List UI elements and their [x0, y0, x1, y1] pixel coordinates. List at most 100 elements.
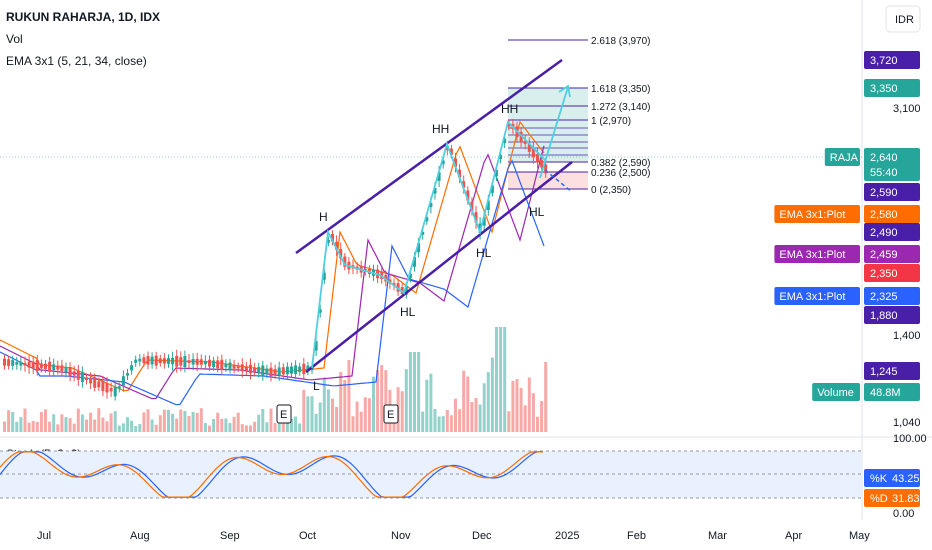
candle-body: [80, 372, 84, 382]
price-tag-box: [864, 51, 920, 69]
earnings-marker-1[interactable]: [276, 404, 292, 424]
candle-body: [109, 387, 113, 392]
volume-bar: [44, 409, 47, 432]
volume-bar: [470, 402, 474, 432]
volume-bar: [445, 409, 449, 432]
volume-bar: [208, 425, 211, 432]
candle-body: [470, 201, 474, 211]
candle-body: [138, 358, 142, 362]
volume-bar: [220, 418, 224, 432]
volume-bar: [495, 327, 498, 432]
candle-body: [404, 285, 408, 295]
volume-bar: [290, 418, 293, 432]
price-tag-box: [864, 148, 920, 166]
candle-body: [339, 248, 343, 259]
candle-body: [154, 355, 158, 366]
price-tag-label: Volume: [817, 387, 854, 399]
price-tag-box: [864, 264, 920, 282]
label-hh-2: HH: [501, 102, 518, 116]
price-tag-value: 55:40: [870, 167, 898, 179]
volume-bar: [527, 377, 531, 432]
candle-body: [421, 231, 425, 235]
candle-body: [290, 366, 293, 374]
volume-bar: [253, 421, 257, 432]
zigzag-line[interactable]: [311, 120, 546, 369]
candle-body: [64, 367, 68, 373]
candle-body: [302, 363, 306, 375]
stoch-tag-box: [864, 469, 920, 487]
volume-bar: [335, 406, 339, 432]
candle-body: [150, 356, 154, 365]
channel-upper-line[interactable]: [295, 58, 563, 255]
candle-body: [52, 364, 56, 371]
volume-bar: [60, 414, 64, 432]
candle-body: [97, 381, 101, 388]
candle-body: [531, 148, 535, 158]
volume-bar: [474, 398, 478, 432]
volume-bar: [421, 411, 425, 432]
target-arrow-line[interactable]: [539, 86, 569, 179]
candle-body: [294, 365, 298, 375]
x-tick-label: Jul: [37, 530, 51, 542]
fib-level-label: 1.618 (3,350): [591, 84, 651, 95]
volume-bar: [240, 424, 244, 432]
candle-body: [130, 365, 134, 371]
earnings-marker-2-label: E: [387, 409, 394, 421]
volume-bar: [408, 352, 412, 432]
candle-body: [76, 370, 80, 380]
candle-body: [134, 359, 138, 363]
candle-body: [490, 185, 494, 193]
ema-legend[interactable]: EMA 3x1 (5, 21, 34, close): [6, 54, 147, 68]
fib-level-label: 0.236 (2,500): [591, 168, 651, 179]
volume-bar: [503, 327, 507, 432]
volume-bar: [499, 327, 503, 432]
channel-lower-line[interactable]: [305, 161, 573, 373]
currency-button[interactable]: [885, 5, 921, 33]
candle-body: [23, 362, 27, 366]
price-tag-label-box: [774, 245, 860, 263]
price-tag-label: EMA 3x1:Plot: [779, 249, 845, 261]
price-tags: 3,720 3,350 RAJA 2,640 55:40 2,590 EMA 3x1:Plo…: [774, 51, 920, 507]
volume-bar: [417, 352, 421, 432]
candle-body: [240, 364, 244, 372]
candle-body: [253, 367, 257, 372]
candle-body: [499, 154, 503, 160]
volume-bar: [244, 425, 248, 432]
volume-bar: [109, 413, 113, 432]
candle-body: [39, 363, 43, 369]
volume-bar: [367, 398, 371, 432]
candle-body: [486, 200, 490, 210]
candle-body: [85, 377, 88, 381]
volume-bar: [138, 424, 142, 432]
fib-level-label: 2.618 (3,970): [591, 36, 651, 47]
volume-bars: [3, 327, 548, 432]
volume-bar: [39, 412, 43, 432]
candle-body: [158, 358, 162, 364]
candle-body: [228, 362, 232, 370]
volume-bar: [105, 421, 109, 432]
candle-body: [224, 363, 228, 368]
volume-bar: [23, 408, 27, 432]
volume-bar: [179, 409, 183, 432]
stoch-tag-box: [864, 489, 920, 507]
symbol-title: RUKUN RAHARJA, 1D, IDX: [6, 10, 161, 24]
price-tick-3100: 3,100: [893, 103, 921, 115]
candle-body: [343, 256, 347, 267]
candle-body: [441, 160, 445, 165]
time-axis[interactable]: Jul Aug Sep Oct Nov Dec 2025 Feb Mar Apr May: [37, 530, 870, 542]
x-tick-label: Dec: [472, 530, 492, 542]
x-tick-label: Nov: [391, 530, 411, 542]
candle-body: [540, 159, 544, 168]
candle-body: [413, 256, 416, 267]
candle-body: [527, 143, 531, 152]
price-tag-box: [864, 183, 920, 201]
earnings-marker-2[interactable]: [383, 404, 399, 424]
candle-body: [437, 172, 441, 181]
candle-body: [474, 212, 478, 223]
candle-body: [536, 154, 539, 163]
volume-legend[interactable]: Vol: [6, 32, 23, 46]
candle-body: [3, 358, 6, 366]
price-tag-label-box: [774, 205, 860, 223]
candle-body: [417, 243, 421, 253]
